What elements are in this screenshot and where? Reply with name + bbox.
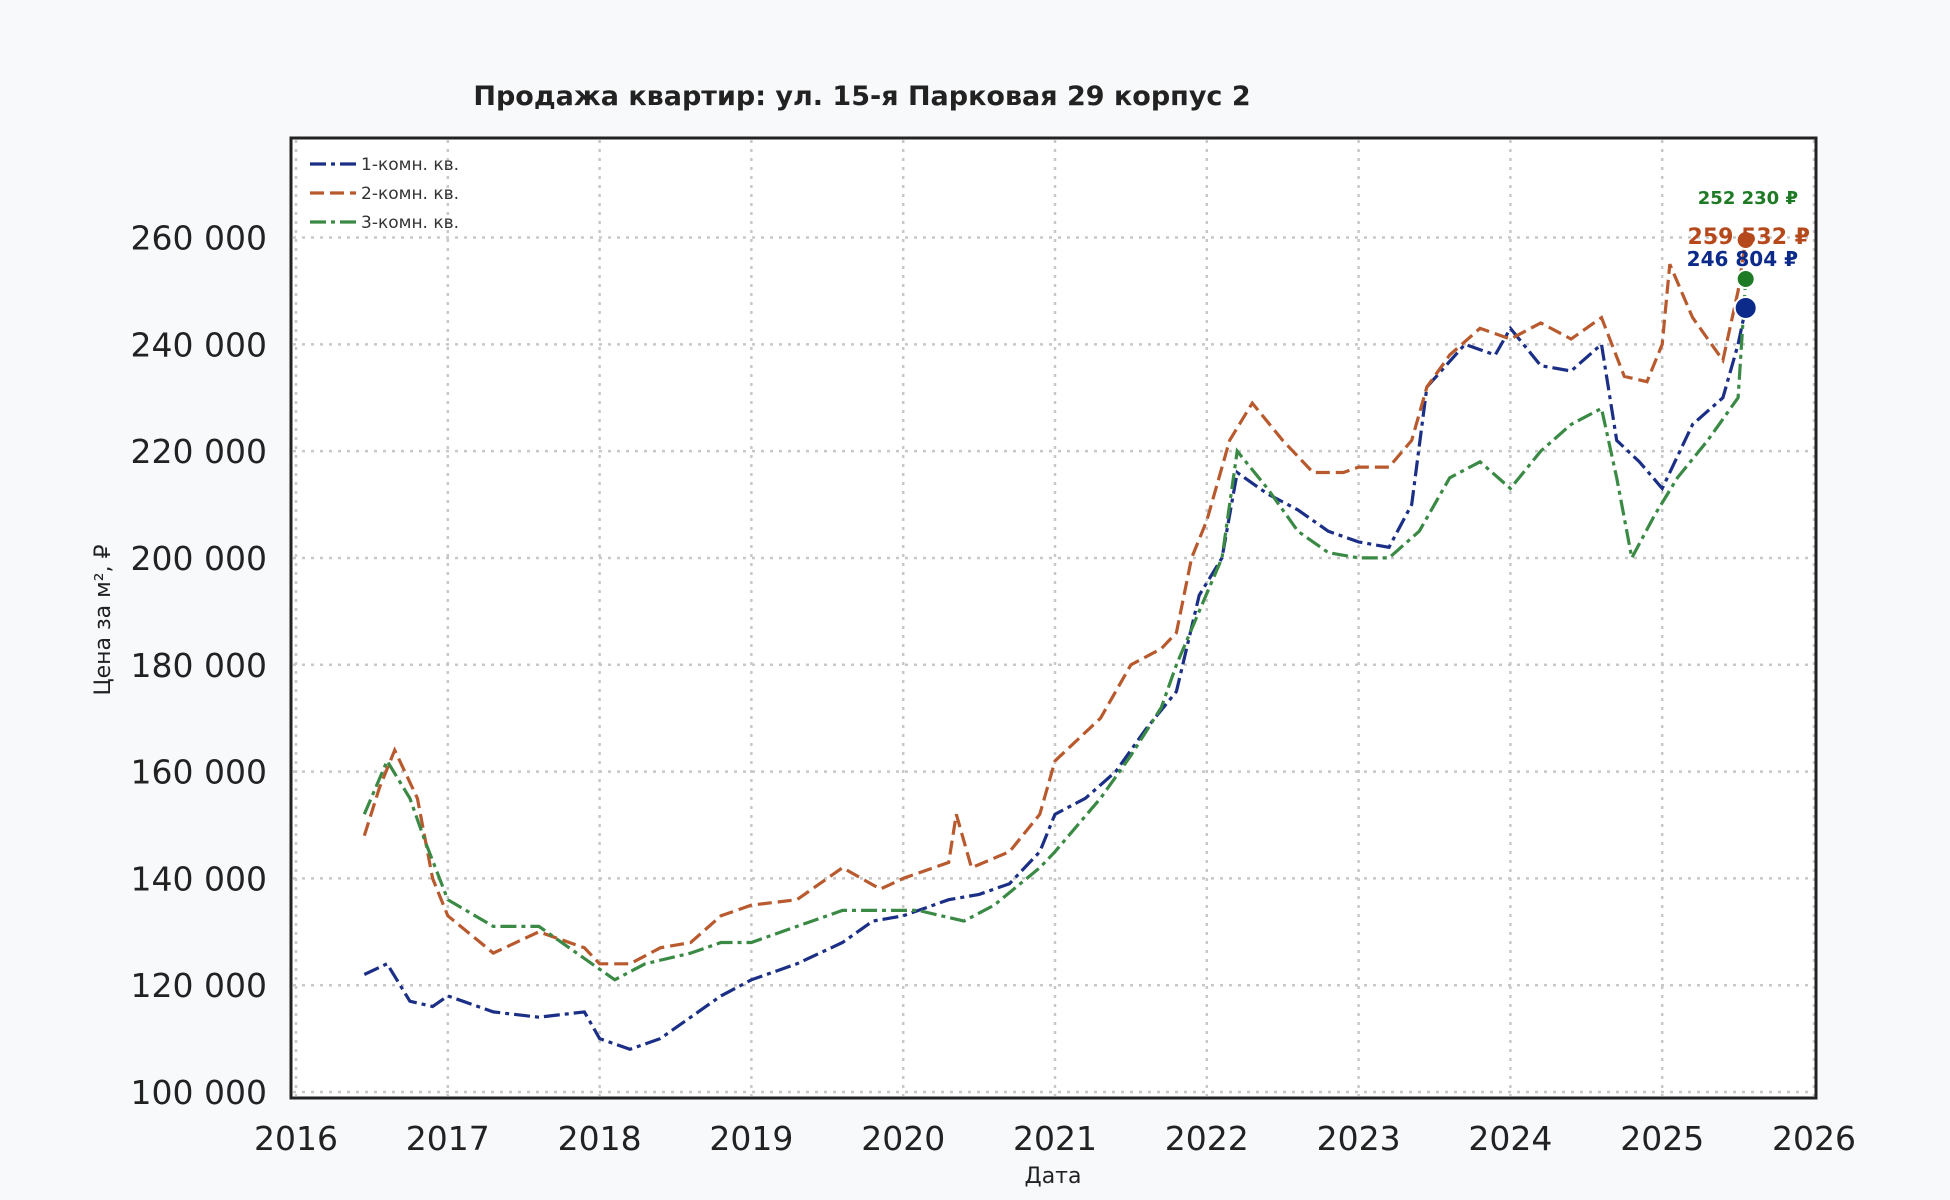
x-tick-label: 2021 xyxy=(1013,1119,1097,1158)
y-axis-label: Цена за м², ₽ xyxy=(91,544,116,695)
x-tick-label: 2024 xyxy=(1468,1119,1552,1158)
y-tick-label: 220 000 xyxy=(131,432,267,471)
x-tick-label: 2023 xyxy=(1317,1119,1401,1158)
x-tick-label: 2026 xyxy=(1772,1119,1856,1158)
last-value-marker-1 xyxy=(1733,295,1758,320)
chart-title: Продажа квартир: ул. 15-я Парковая 29 ко… xyxy=(473,81,1250,112)
legend: 1-комн. кв. 2-комн. кв. 3-комн. кв. xyxy=(310,155,459,233)
plot-frame xyxy=(289,136,1818,1100)
last-value-label-2: 259 532 ₽ xyxy=(1688,225,1810,250)
y-tick-label: 160 000 xyxy=(131,753,267,792)
x-tick-label: 2018 xyxy=(558,1119,642,1158)
x-tick-label: 2016 xyxy=(254,1119,338,1158)
series-line-3 xyxy=(362,278,1748,982)
last-value-label-3: 252 230 ₽ xyxy=(1698,188,1798,209)
series-line-2 xyxy=(362,239,1748,966)
legend-label-3: 3-комн. кв. xyxy=(361,213,459,233)
plot-area xyxy=(291,138,1816,1098)
series-line-1 xyxy=(363,307,1748,1051)
y-tick-label: 180 000 xyxy=(131,646,267,685)
x-tick-label: 2020 xyxy=(861,1119,945,1158)
x-tick-label: 2019 xyxy=(709,1119,793,1158)
last-value-marker-2 xyxy=(1735,229,1756,250)
y-tick-label: 120 000 xyxy=(131,966,267,1005)
last-value-marker-3 xyxy=(1735,268,1756,289)
x-axis-label: Дата xyxy=(1025,1164,1082,1189)
x-tick-label: 2025 xyxy=(1620,1119,1704,1158)
y-tick-label: 240 000 xyxy=(131,325,267,364)
y-tick-label: 260 000 xyxy=(131,219,267,258)
last-value-label-1: 246 804 ₽ xyxy=(1687,247,1798,271)
y-tick-label: 200 000 xyxy=(131,539,267,578)
x-tick-label: 2022 xyxy=(1165,1119,1249,1158)
legend-label-2: 2-комн. кв. xyxy=(361,184,459,204)
x-tick-label: 2017 xyxy=(406,1119,490,1158)
legend-label-1: 1-комн. кв. xyxy=(361,155,459,175)
y-tick-label: 100 000 xyxy=(131,1073,267,1112)
y-tick-label: 140 000 xyxy=(131,859,267,898)
